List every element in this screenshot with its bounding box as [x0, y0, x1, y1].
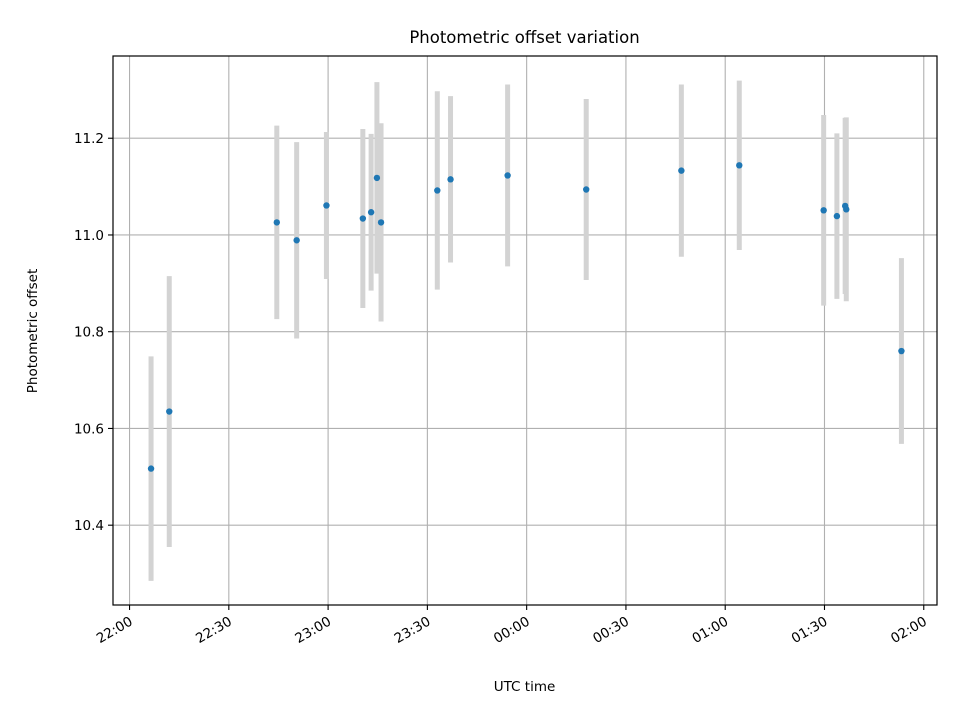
data-point — [833, 212, 841, 220]
data-point — [373, 174, 381, 182]
data-point — [736, 162, 743, 169]
data-point — [504, 172, 511, 179]
data-point — [843, 206, 850, 213]
data-point — [147, 465, 155, 472]
grid-lines — [113, 56, 937, 605]
data-point — [447, 176, 454, 183]
axes-frame — [112, 55, 938, 606]
data-point — [898, 347, 905, 355]
data-point — [273, 219, 281, 226]
data-point — [293, 237, 300, 244]
data-point — [434, 187, 441, 194]
data-points — [147, 162, 905, 472]
data-point — [323, 202, 330, 209]
y-tick-label: 11.0 — [74, 228, 104, 244]
data-point — [359, 215, 367, 222]
data-point — [166, 408, 173, 415]
y-tick-label: 10.4 — [74, 518, 104, 534]
data-point — [367, 209, 375, 216]
y-tick-label: 11.2 — [74, 131, 104, 147]
y-tick-label: 10.8 — [74, 325, 104, 341]
data-point — [678, 167, 685, 174]
data-point — [377, 219, 385, 226]
y-tick-label: 10.6 — [74, 421, 104, 437]
x-axis-label: UTC time — [494, 679, 556, 695]
chart-title: Photometric offset variation — [409, 28, 639, 47]
data-point — [583, 186, 590, 193]
data-point — [820, 207, 827, 214]
y-axis-label: Photometric offset — [25, 269, 41, 393]
